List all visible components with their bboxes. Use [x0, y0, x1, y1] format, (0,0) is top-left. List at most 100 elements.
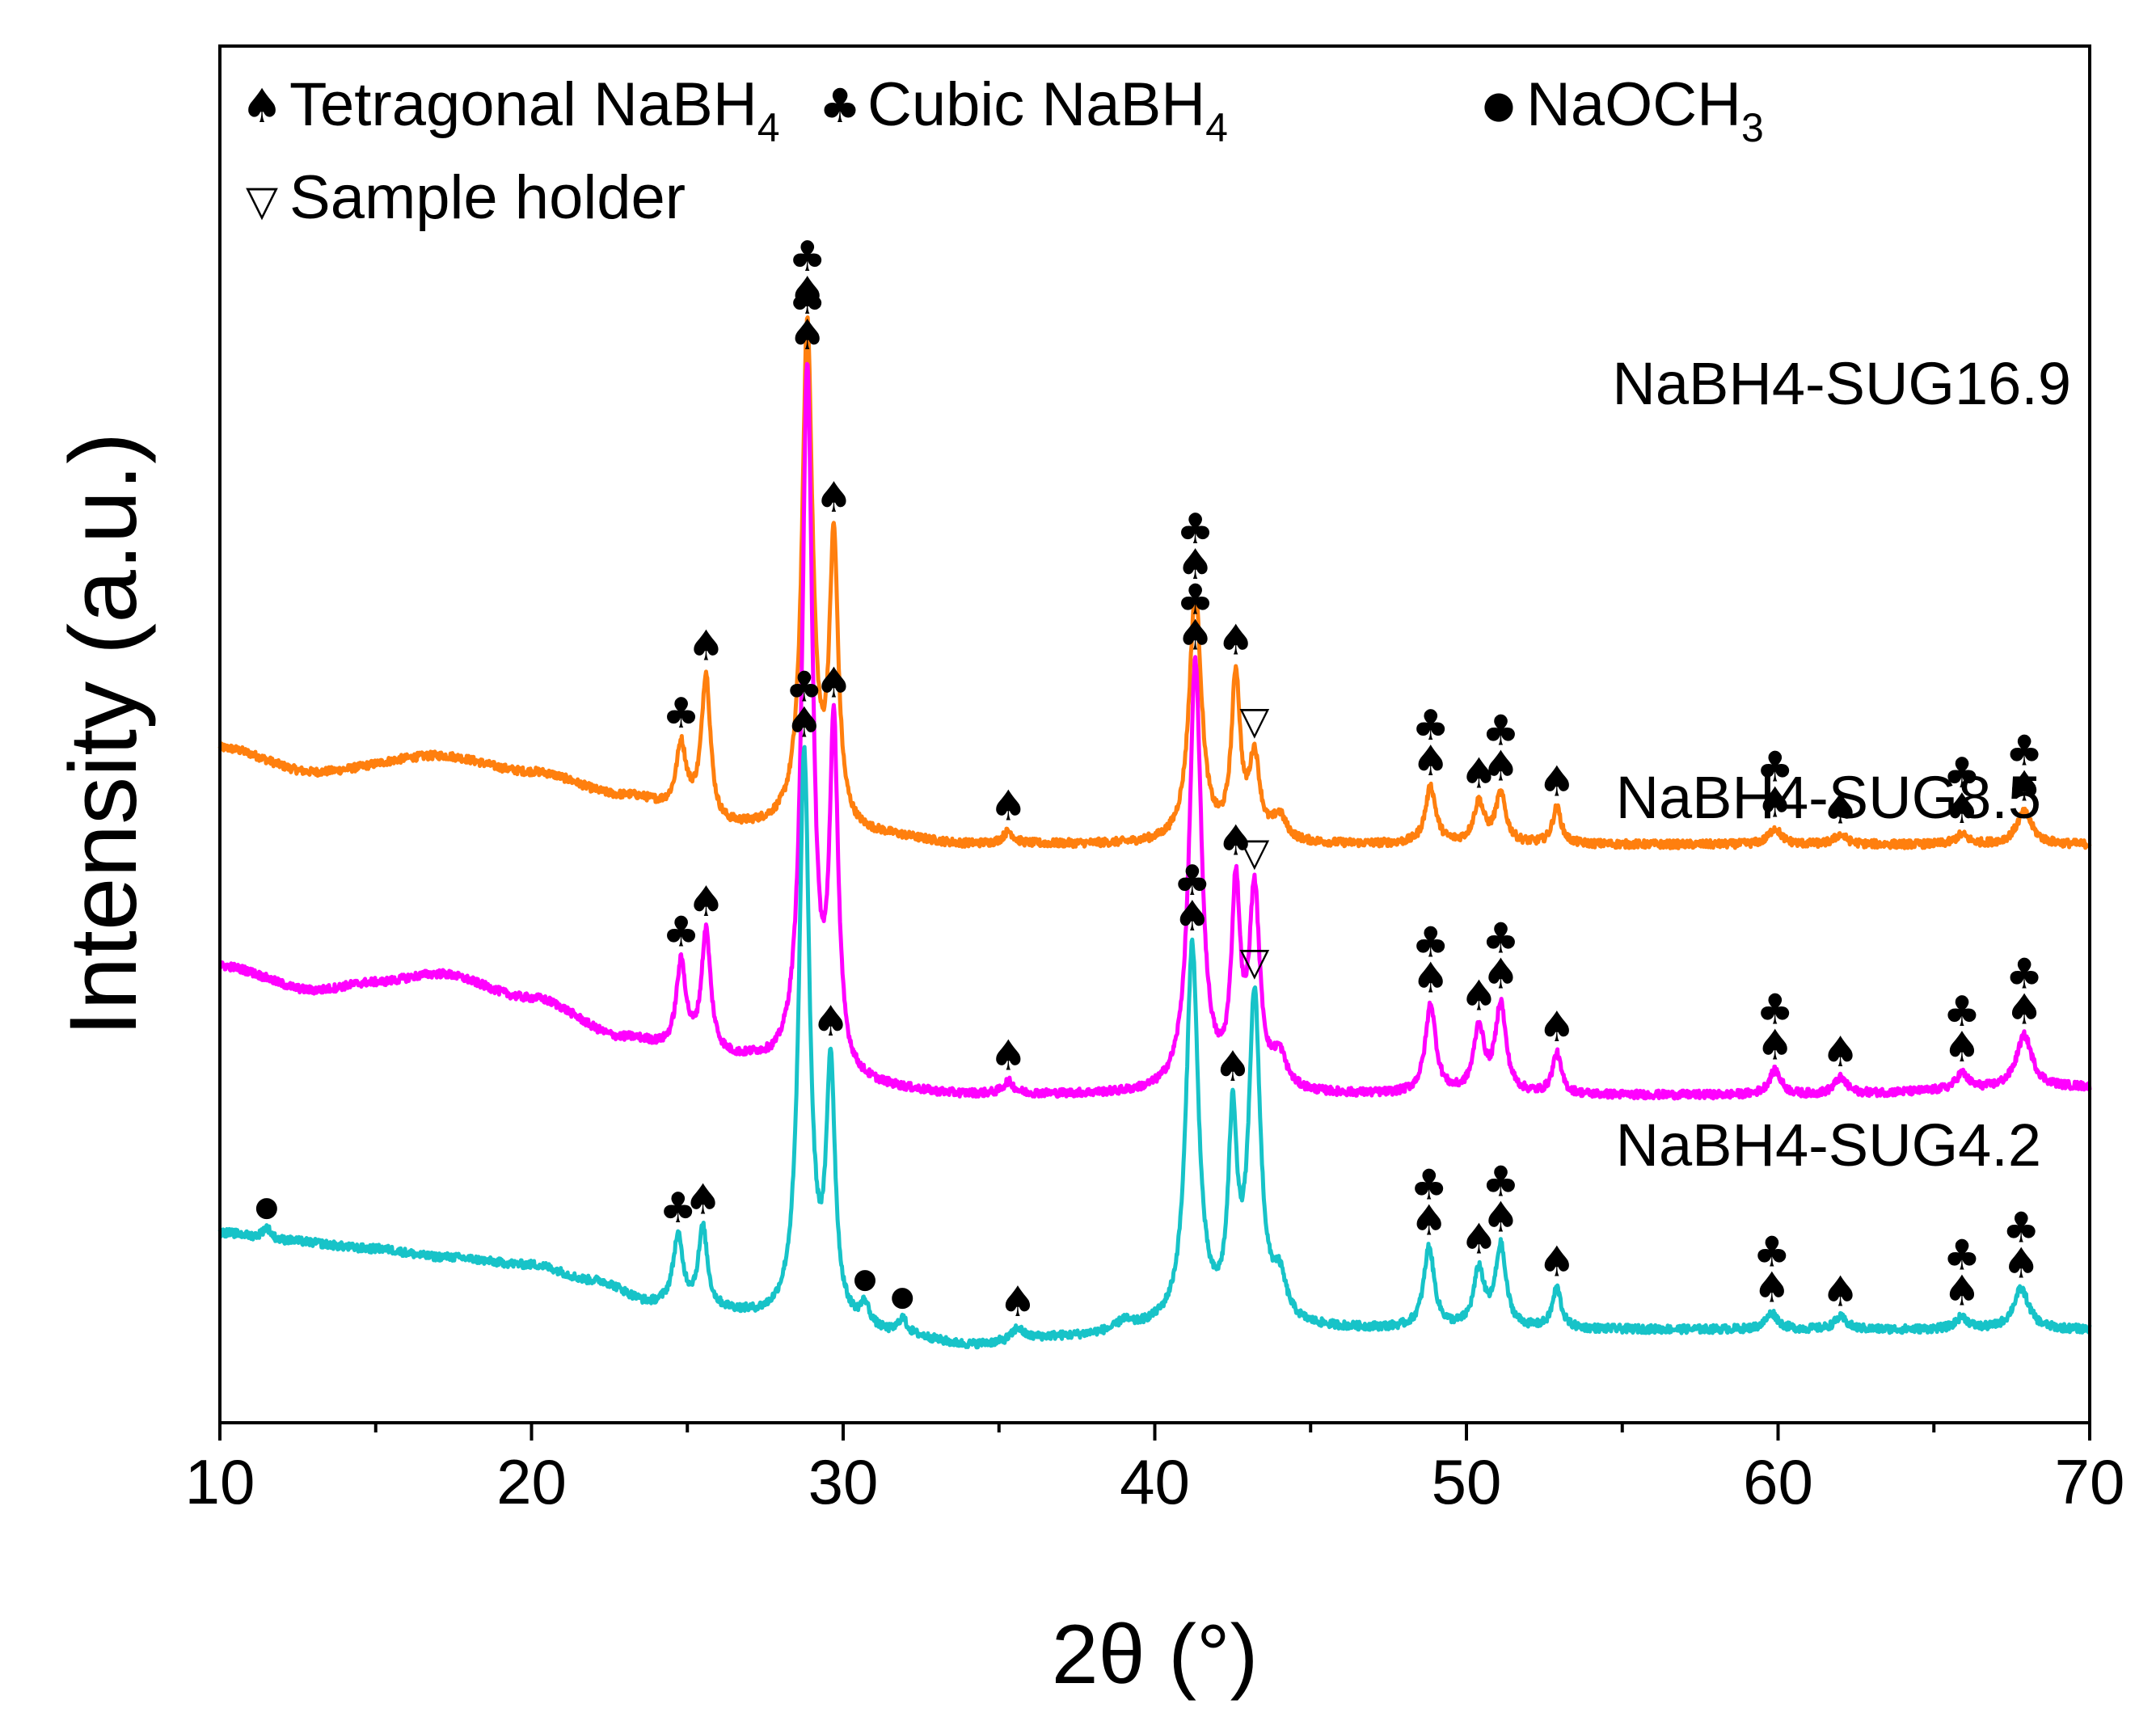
spade-icon: ♠: [989, 1031, 1027, 1080]
club-icon: ♣: [1176, 505, 1214, 554]
series-label: NaBH4-SUG8.5: [1616, 764, 2041, 831]
dot-icon: ●: [890, 1280, 914, 1313]
peak-marker: ♠♣: [1410, 1161, 1448, 1245]
spade-icon: ♠: [815, 659, 853, 707]
spade-icon: ♠: [989, 782, 1027, 830]
club-icon: ♣: [1176, 576, 1214, 624]
legend-subscript: 4: [757, 105, 780, 150]
peak-marker: ♠: [1460, 1215, 1498, 1263]
triangle-down-icon: ▽: [1239, 939, 1269, 985]
spade-icon: ♠: [1756, 1021, 1794, 1069]
peak-marker: ♠♣: [1482, 915, 1520, 999]
peak-marker: ♠♣: [1482, 1158, 1520, 1242]
peak-marker: ♠♣: [788, 233, 826, 317]
peak-marker: ♠: [1460, 749, 1498, 798]
club-icon: ♣: [1482, 707, 1520, 756]
series-line-sug8-5: [218, 361, 2092, 1101]
peak-marker: ♠: [815, 474, 853, 522]
peak-marker: ♠: [1217, 616, 1255, 664]
legend-symbol-icon: ♣: [819, 78, 861, 133]
spade-icon: ♠: [812, 998, 850, 1046]
peak-marker: ♠♣: [786, 663, 824, 747]
spade-icon: ♠: [1756, 779, 1794, 828]
x-tick-label: 40: [1120, 1446, 1190, 1517]
peak-marker: ♠♣: [1756, 985, 1794, 1069]
club-icon: ♣: [1482, 1158, 1520, 1207]
peak-marker: ♠♣: [1753, 1228, 1791, 1312]
peak-marker: ▽: [1239, 698, 1269, 744]
legend-item-naoch3: ● NaOCH3: [1483, 70, 1764, 150]
club-icon: ♣: [1173, 857, 1211, 905]
club-icon: ♣: [1753, 1228, 1791, 1276]
spade-icon: ♠: [1173, 892, 1211, 941]
x-tick-label: 70: [2055, 1446, 2125, 1517]
legend-label: Tetragonal NaBH4: [289, 70, 780, 150]
spade-icon: ♠: [1176, 611, 1214, 660]
triangle-down-icon: ▽: [1239, 830, 1269, 875]
club-icon: ♣: [1943, 749, 1981, 798]
peak-marker: ♠: [812, 998, 850, 1046]
spade-icon: ♠: [1214, 1043, 1252, 1091]
club-icon: ♣: [1943, 1231, 1981, 1280]
spade-icon: ♠: [2006, 763, 2044, 812]
peak-marker: ♣: [662, 690, 700, 738]
spade-icon: ♠: [1821, 1028, 1859, 1077]
spade-icon: ♠: [1753, 1263, 1791, 1312]
peak-marker: ♠♣: [1943, 749, 1981, 833]
legend-label: Sample holder: [289, 163, 686, 232]
peak-marker: ▽: [1239, 939, 1269, 985]
club-icon: ♣: [2002, 1204, 2040, 1253]
spade-icon: ♠: [687, 878, 725, 926]
club-icon: ♣: [1943, 988, 1981, 1036]
series-layer: [217, 315, 2092, 1350]
spade-icon: ♠: [786, 698, 824, 747]
peak-marker: ♠♣: [1943, 1231, 1981, 1315]
spade-icon: ♠: [1482, 743, 1520, 791]
x-tick-label: 60: [1743, 1446, 1813, 1517]
spade-icon: ♠: [1538, 1238, 1576, 1286]
spade-icon: ♠: [1821, 1268, 1859, 1316]
club-icon: ♣: [1482, 915, 1520, 964]
dot-icon: ●: [255, 1191, 279, 1223]
spade-icon: ♠: [1460, 972, 1498, 1021]
peak-marker: ♠♣: [1173, 857, 1211, 941]
spade-icon: ♠: [815, 474, 853, 522]
spade-icon: ♠: [1943, 1267, 1981, 1315]
legend-symbol-icon: ▽: [246, 177, 278, 226]
peak-marker: ♠♣: [1482, 707, 1520, 791]
peak-marker: ♠: [1460, 972, 1498, 1021]
club-icon: ♣: [662, 690, 700, 738]
peak-marker: ♣: [659, 1184, 697, 1233]
peak-marker: ♠: [1821, 785, 1859, 833]
legend-label: Cubic NaBH4: [867, 70, 1228, 150]
peak-marker: ♠♣: [1756, 744, 1794, 828]
club-icon: ♣: [788, 233, 826, 281]
peak-marker: ♠: [1538, 1238, 1576, 1286]
triangle-down-icon: ▽: [1239, 698, 1269, 744]
x-tick-label: 50: [1432, 1446, 1502, 1517]
peak-marker: ♠: [815, 659, 853, 707]
x-axis-label: 2θ (°): [1052, 1608, 1258, 1702]
club-icon: ♣: [788, 276, 826, 324]
series-line-sug4-2: [217, 745, 2092, 1350]
peak-marker: ♠: [687, 622, 725, 671]
series-label-layer: NaBH4-SUG16.9 NaBH4-SUG8.5 NaBH4-SUG4.2: [1612, 350, 2071, 1179]
spade-icon: ♠: [1821, 785, 1859, 833]
club-icon: ♣: [1410, 1161, 1448, 1209]
legend-symbol-icon: ●: [1483, 82, 1515, 126]
club-icon: ♣: [659, 1184, 697, 1233]
spade-icon: ♠: [1943, 1023, 1981, 1072]
x-tick-label: 30: [808, 1446, 879, 1517]
peak-marker-layer: ♣♠♠♣♠♠♠♣♠▽♠♣♠♠♣♠ ♠♣♠ ♠♣ ♠♣♣♠♠♣♠♠♠♣♠▽♠♣♠♠♣♠ ♠…: [255, 233, 2043, 1327]
peak-marker: ♠: [989, 782, 1027, 830]
club-icon: ♣: [1756, 985, 1794, 1034]
peak-marker: ♠♣: [788, 276, 826, 360]
peak-marker: ♠: [999, 1278, 1037, 1327]
spade-icon: ♠: [1538, 757, 1576, 806]
series-label: NaBH4-SUG4.2: [1616, 1112, 2041, 1179]
spade-icon: ♠: [1460, 749, 1498, 798]
peak-marker: ♠♣: [1176, 576, 1214, 660]
spade-icon: ♠: [1943, 785, 1981, 833]
